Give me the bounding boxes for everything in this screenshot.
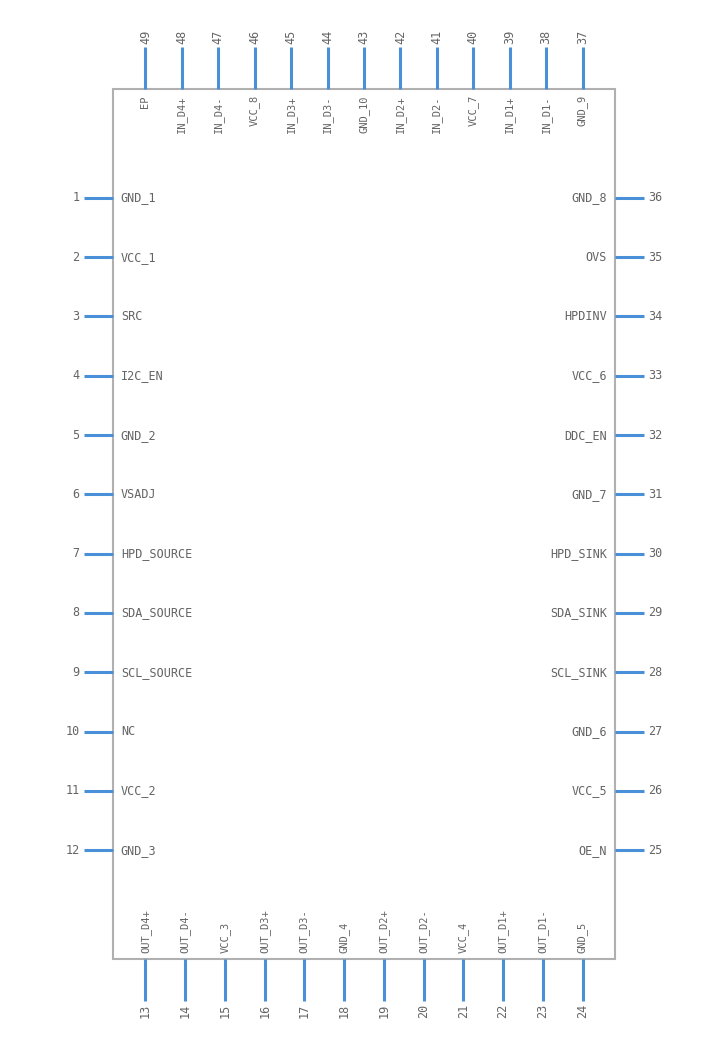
Text: 40: 40 (467, 30, 480, 44)
Text: VCC_7: VCC_7 (468, 95, 479, 127)
Text: 14: 14 (178, 1004, 191, 1018)
Text: 5: 5 (73, 429, 80, 441)
Text: 46: 46 (248, 30, 261, 44)
Text: 28: 28 (648, 665, 662, 679)
Text: GND_10: GND_10 (359, 95, 369, 133)
Text: 13: 13 (139, 1004, 152, 1018)
Text: HPD_SINK: HPD_SINK (550, 547, 607, 560)
Text: 39: 39 (503, 30, 516, 44)
Text: GND_3: GND_3 (121, 844, 157, 856)
Text: VCC_6: VCC_6 (571, 369, 607, 383)
Text: VSADJ: VSADJ (121, 488, 157, 501)
Text: 42: 42 (394, 30, 407, 44)
Text: OUT_D4-: OUT_D4- (180, 910, 191, 953)
Text: 31: 31 (648, 488, 662, 501)
Text: 17: 17 (298, 1004, 311, 1018)
Text: 38: 38 (539, 30, 553, 44)
Text: SRC: SRC (121, 310, 142, 323)
Text: 30: 30 (648, 547, 662, 560)
Text: 15: 15 (218, 1004, 232, 1018)
Text: 26: 26 (648, 784, 662, 798)
Text: IN_D2-: IN_D2- (432, 95, 443, 133)
Text: I2C_EN: I2C_EN (121, 369, 164, 383)
Text: 33: 33 (648, 369, 662, 383)
Text: OUT_D1+: OUT_D1+ (498, 910, 508, 953)
Text: 10: 10 (66, 725, 80, 738)
Text: 4: 4 (73, 369, 80, 383)
Text: 49: 49 (139, 30, 152, 44)
Text: IN_D3+: IN_D3+ (285, 95, 296, 133)
Text: OUT_D2+: OUT_D2+ (379, 910, 389, 953)
Text: GND_1: GND_1 (121, 192, 157, 204)
Text: IN_D4+: IN_D4+ (176, 95, 187, 133)
Text: GND_7: GND_7 (571, 488, 607, 501)
Text: VCC_5: VCC_5 (571, 784, 607, 798)
Text: 16: 16 (258, 1004, 271, 1018)
Text: 11: 11 (66, 784, 80, 798)
Text: EP: EP (141, 95, 151, 108)
Text: OVS: OVS (586, 250, 607, 264)
Text: 8: 8 (73, 607, 80, 619)
Text: OUT_D3+: OUT_D3+ (259, 910, 270, 953)
Text: GND_4: GND_4 (339, 921, 349, 953)
Text: 22: 22 (496, 1004, 510, 1018)
Text: HPD_SOURCE: HPD_SOURCE (121, 547, 192, 560)
Text: 41: 41 (430, 30, 443, 44)
Text: GND_2: GND_2 (121, 429, 157, 441)
Text: 44: 44 (321, 30, 334, 44)
Text: 20: 20 (417, 1004, 430, 1018)
Text: OE_N: OE_N (579, 844, 607, 856)
Text: 9: 9 (73, 665, 80, 679)
Text: SCL_SOURCE: SCL_SOURCE (121, 665, 192, 679)
Text: 2: 2 (73, 250, 80, 264)
Text: HPDINV: HPDINV (564, 310, 607, 323)
Text: 23: 23 (537, 1004, 550, 1018)
Text: VCC_1: VCC_1 (121, 250, 157, 264)
Text: OUT_D2-: OUT_D2- (418, 910, 429, 953)
Text: 25: 25 (648, 844, 662, 856)
Text: 19: 19 (377, 1004, 390, 1018)
Text: 24: 24 (576, 1004, 589, 1018)
Text: IN_D4-: IN_D4- (213, 95, 223, 133)
Text: GND_5: GND_5 (577, 921, 588, 953)
Text: IN_D1+: IN_D1+ (505, 95, 515, 133)
Text: IN_D2+: IN_D2+ (395, 95, 406, 133)
Text: 47: 47 (212, 30, 225, 44)
Text: GND_9: GND_9 (577, 95, 588, 127)
Text: NC: NC (121, 725, 135, 738)
Text: 1: 1 (73, 192, 80, 204)
Text: 37: 37 (576, 30, 589, 44)
Text: OUT_D4+: OUT_D4+ (140, 910, 151, 953)
Text: IN_D3-: IN_D3- (322, 95, 333, 133)
Text: DDC_EN: DDC_EN (564, 429, 607, 441)
Text: 45: 45 (285, 30, 298, 44)
Text: 21: 21 (457, 1004, 470, 1018)
Bar (113, 89, 615, 959)
Text: OUT_D3-: OUT_D3- (299, 910, 310, 953)
Text: VCC_3: VCC_3 (220, 921, 230, 953)
Text: 29: 29 (648, 607, 662, 619)
Text: 12: 12 (66, 844, 80, 856)
Text: 35: 35 (648, 250, 662, 264)
Text: 48: 48 (175, 30, 189, 44)
Text: 6: 6 (73, 488, 80, 501)
Text: SDA_SINK: SDA_SINK (550, 607, 607, 619)
Text: GND_8: GND_8 (571, 192, 607, 204)
Text: 32: 32 (648, 429, 662, 441)
Text: SCL_SINK: SCL_SINK (550, 665, 607, 679)
Text: 36: 36 (648, 192, 662, 204)
Text: VCC_8: VCC_8 (249, 95, 260, 127)
Text: 34: 34 (648, 310, 662, 323)
Text: SDA_SOURCE: SDA_SOURCE (121, 607, 192, 619)
Text: VCC_4: VCC_4 (458, 921, 469, 953)
Text: VCC_2: VCC_2 (121, 784, 157, 798)
Text: 7: 7 (73, 547, 80, 560)
Text: IN_D1-: IN_D1- (541, 95, 552, 133)
Text: 3: 3 (73, 310, 80, 323)
Text: 18: 18 (338, 1004, 351, 1018)
Text: OUT_D1-: OUT_D1- (537, 910, 548, 953)
Text: GND_6: GND_6 (571, 725, 607, 738)
Text: 27: 27 (648, 725, 662, 738)
Text: 43: 43 (357, 30, 371, 44)
